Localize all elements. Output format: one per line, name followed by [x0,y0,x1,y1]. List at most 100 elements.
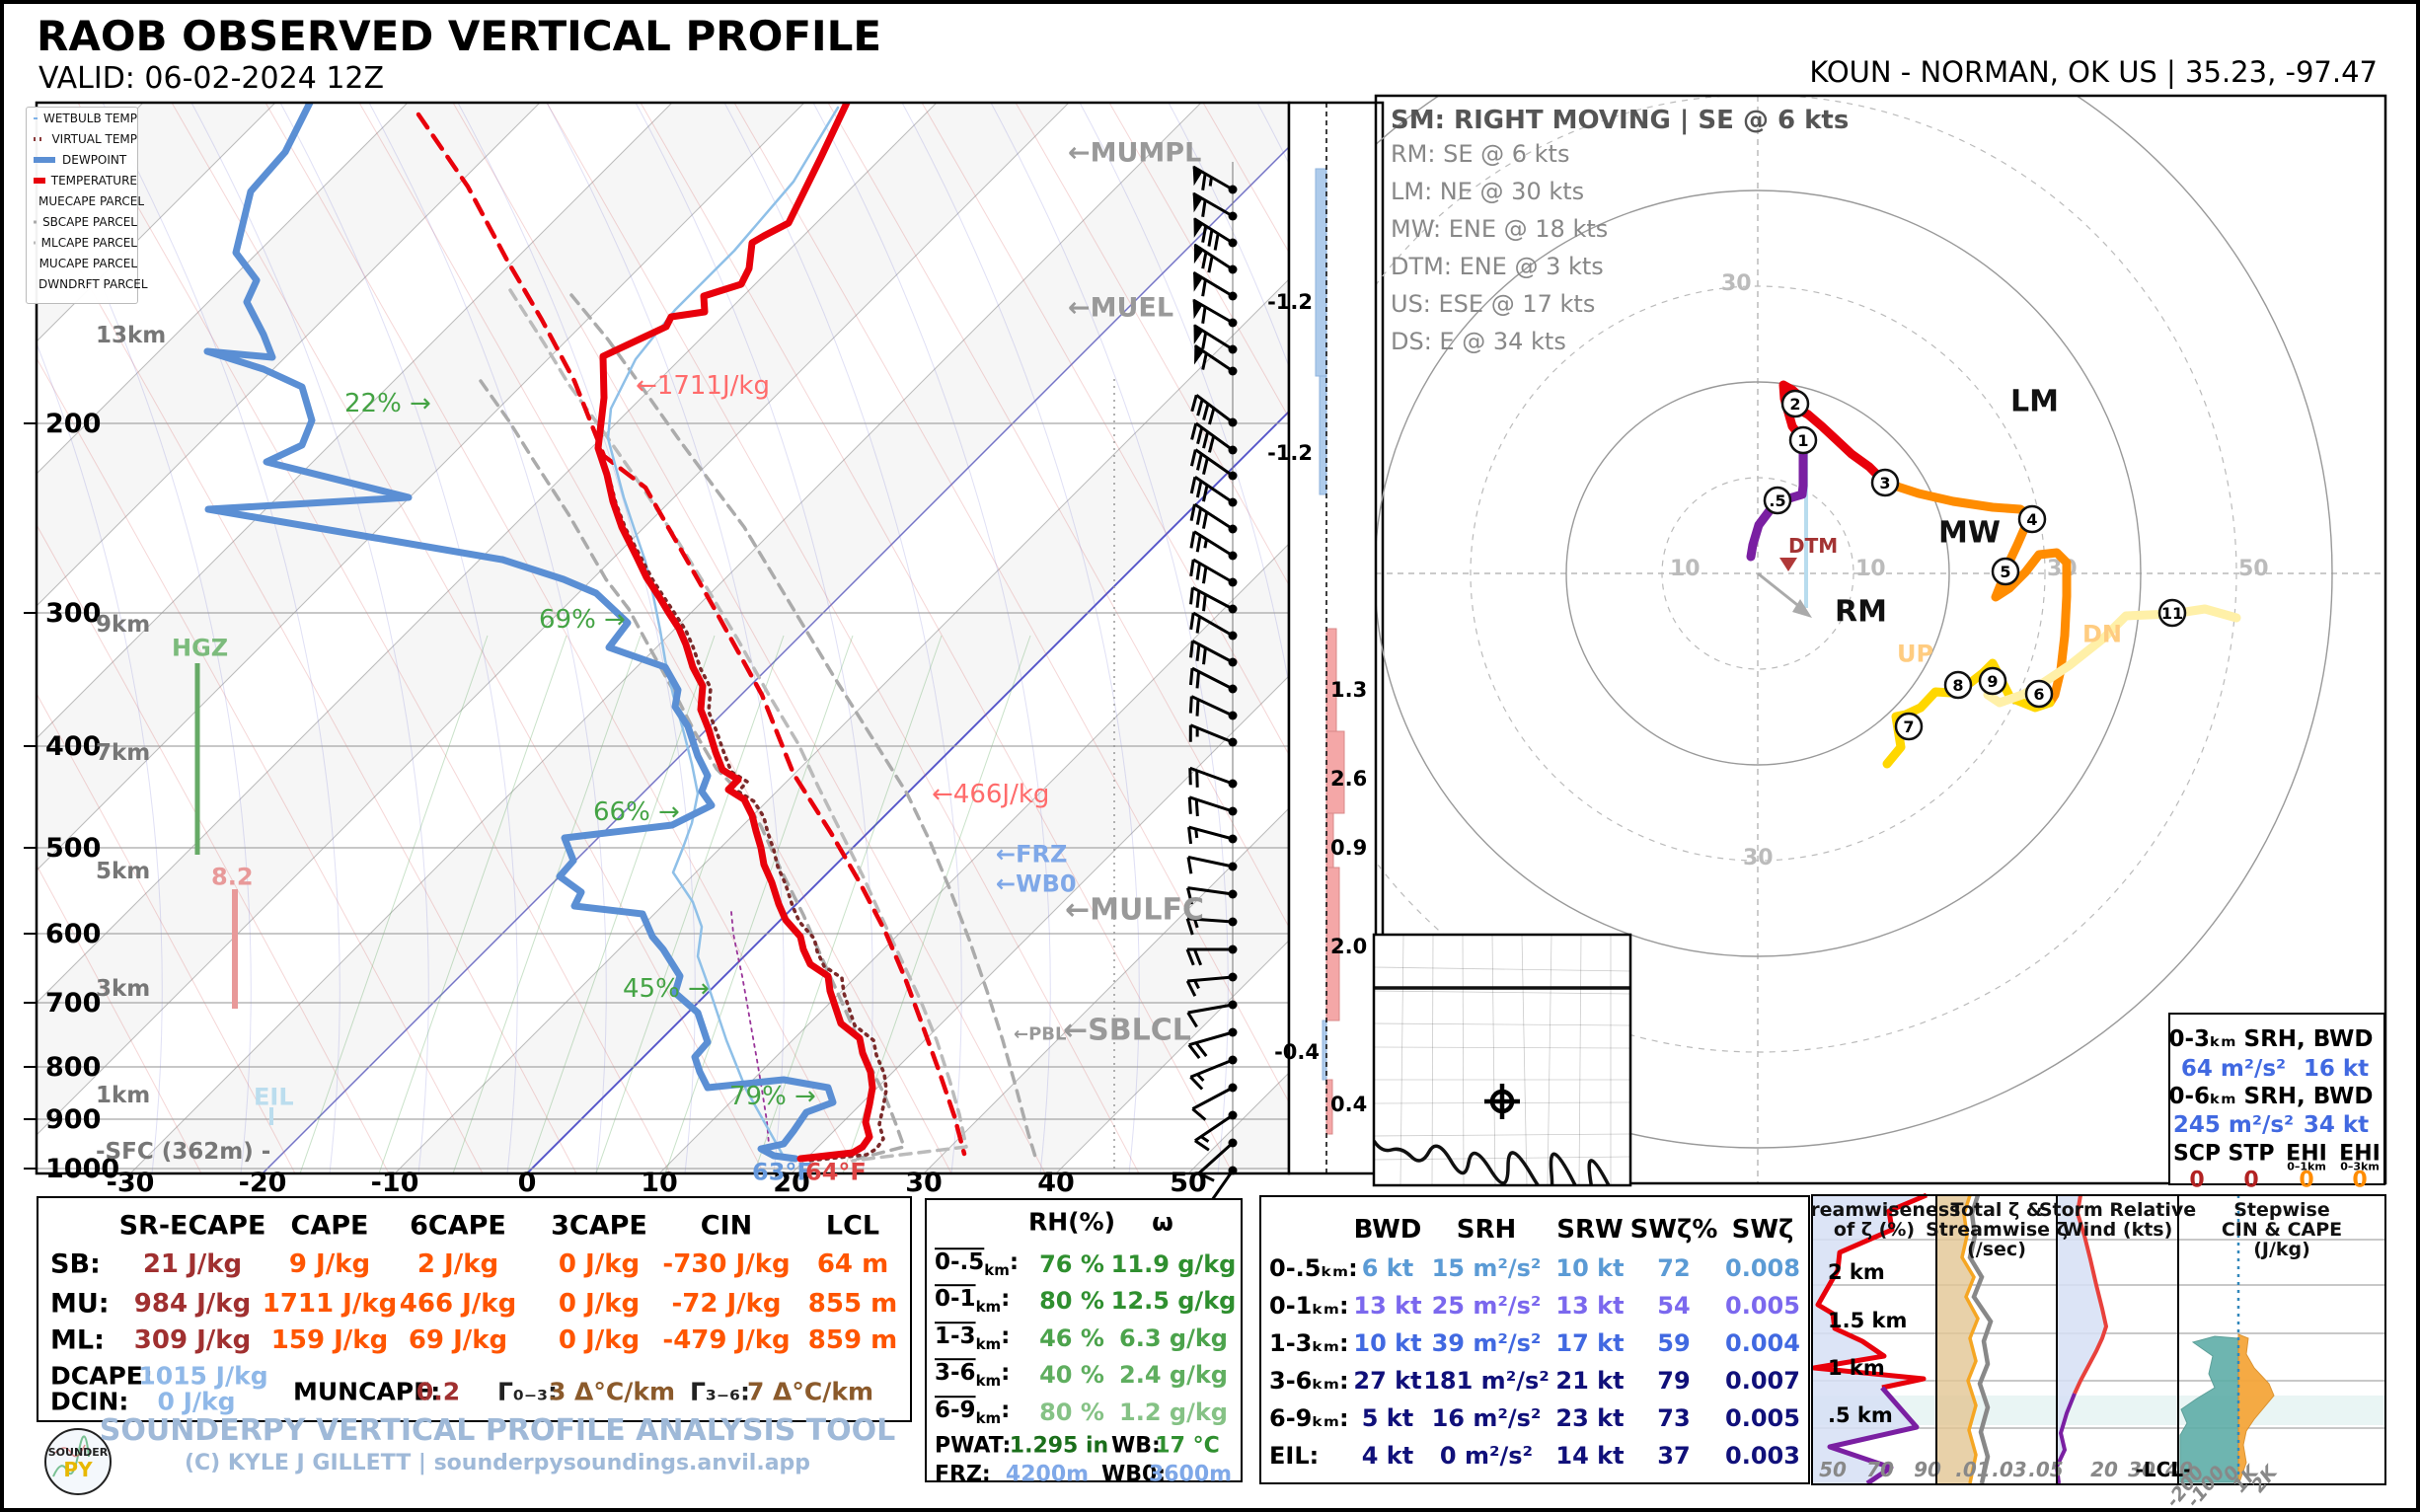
thermo-row-label: ML: [50,1324,105,1356]
dry-adiabat-line [37,356,484,1173]
height-marker-circle [1991,557,2020,586]
height-marker-number: 1 [1797,431,1808,450]
height-marker-circle [2157,598,2187,628]
skewt-annotation: ←WB0 [996,869,1077,897]
bwd-0-3-value: 16 kt [2303,1056,2370,1082]
wind-barb-icon [1193,324,1238,354]
mini-ylabel: .5 km [1828,1403,1893,1427]
height-marker-number: 9 [1987,672,1998,691]
isotherm-line [791,675,1289,1173]
barb-full-tick [1189,587,1194,605]
srh-bwd-inset-panel: 0-3ₖₘ SRH, BWD 64 m²/s² 16 kt 0-6ₖₘ SRH, BW… [2168,1013,2385,1193]
barb-full-tick [1185,887,1193,905]
barb-full-tick [1202,431,1210,449]
dry-adiabat-line [640,103,1234,1173]
pressure-tick-label: 500 [45,833,101,864]
wind-barb-icon [1189,611,1238,641]
wind-barb-icon [1189,476,1238,507]
barb-full-tick [1189,612,1195,631]
height-label: 1km [96,1083,150,1108]
trace-mlcape-parcel [508,288,968,1163]
moisture-rh-value: 80 % [1039,1287,1104,1315]
moisture-mixratio-value: 11.9 g/kg [1110,1250,1237,1278]
barb-station-dot [1228,862,1238,871]
dcin-label: DCIN: [50,1387,129,1416]
hodo-label-up: UP [1897,640,1933,667]
thermo-header: SR-ECAPE [118,1210,266,1242]
height-label: 5km [96,859,150,884]
trace-wetbulb-temp [606,106,840,1159]
barb-full-tick [1202,594,1207,612]
thermo-value: -479 J/kg [662,1325,791,1355]
kinematics-value: 181 m²/s² [1423,1367,1550,1395]
barb-station-dot [1228,711,1238,720]
height-label: 13km [96,323,166,348]
moisture-row-label: 0-1km: [935,1286,1011,1316]
mini-panel-xtick: .05 [2028,1458,2063,1481]
kinematics-value: 23 kt [1555,1404,1625,1432]
moisture-rh-value: 40 % [1039,1361,1104,1389]
moisture-header-omega: ω [1152,1207,1173,1237]
barb-station-dot [1228,524,1238,534]
trace-temperature [594,103,876,1163]
kinematics-value: 73 [1657,1404,1691,1432]
omega-bar [1322,1020,1327,1081]
barb-full-tick [1195,699,1200,717]
wind-barb-icon [1189,448,1238,481]
footer-credit-link[interactable]: (C) KYLE J GILLETT | sounderpysoundings.… [184,1451,811,1475]
storm-motion-text: DTM: ENE @ 3 kts [1391,253,1604,280]
temperature-tick-label: 20 [773,1168,810,1198]
skewt-annotation: 79% → [729,1082,816,1111]
moisture-mixratio-value: 2.4 g/kg [1119,1361,1228,1389]
height-marker-number: 11 [2161,604,2183,623]
moist-adiabat-line [901,103,1140,1173]
legend-swatch-line [34,136,46,141]
hodo-ring-solid [1565,381,1950,766]
dry-adiabat-line [77,103,671,1173]
omega-value-label: 1.3 [1330,678,1367,702]
kinematics-row-label: 3-6ₖₘ: [1269,1367,1349,1395]
county-line [1374,966,1630,972]
pressure-tick-label: 600 [45,919,101,949]
skewt-traces [203,103,1037,1163]
barb-station-dot [1228,211,1238,221]
moist-adiabat-line [1613,103,1850,1173]
omega-value-label: -0.4 [1274,1040,1320,1064]
composite-subheader: 0–1km [2287,1160,2326,1173]
mini-ylabel: 2 km [1828,1260,1885,1284]
mixing-ratio-line [753,635,943,1173]
wind-barb-icon [1186,855,1238,874]
dry-adiabat-line [358,103,952,1173]
skewt-annotation: ←1711J/kg [636,371,770,401]
moisture-rh-value: 80 % [1039,1399,1104,1426]
dry-adiabat-line [921,103,1289,756]
mini-panel-title: CIN & CAPE [2222,1219,2342,1241]
pressure-tick-label: 900 [45,1104,101,1135]
kinematics-value: 10 kt [1555,1254,1625,1282]
kinematics-header: SWζ% [1629,1215,1718,1245]
wind-barb-icon [1191,1083,1238,1121]
barb-full-tick [1195,453,1203,471]
barb-pennant [1193,324,1204,344]
dry-adiabat-line [37,523,390,1173]
skewt-annotation: ←MULFC [1065,893,1204,928]
hodo-ring-label: 50 [2238,557,2269,581]
barb-full-tick [1207,256,1214,273]
legend-item-label: DWNDRFT PARCEL [38,276,148,291]
wind-barb-icon [1186,1000,1238,1028]
wb-label: WB: [1111,1433,1161,1459]
barb-full-tick [1201,279,1207,297]
moisture-table: RH(%) ω 0-.5km: 76 % 11.9 g/kg 0-1km: 80 % 12.5… [925,1198,1243,1487]
wind-barb-icon [1188,766,1238,789]
barb-station-dot [1228,917,1238,927]
wind-barb-icon [1192,165,1238,194]
dry-adiabat-line [37,864,202,1173]
mini-panel-title: (J/kg) [2253,1239,2310,1260]
barb-full-tick [1194,1139,1210,1152]
barb-station-dot [1228,972,1238,982]
composite-value: 0 [2299,1168,2314,1193]
omega-bar [1319,375,1327,495]
thermo-value: 21 J/kg [142,1249,243,1279]
barb-station-dot [1228,366,1238,376]
wind-barb-icon [1187,1027,1238,1060]
